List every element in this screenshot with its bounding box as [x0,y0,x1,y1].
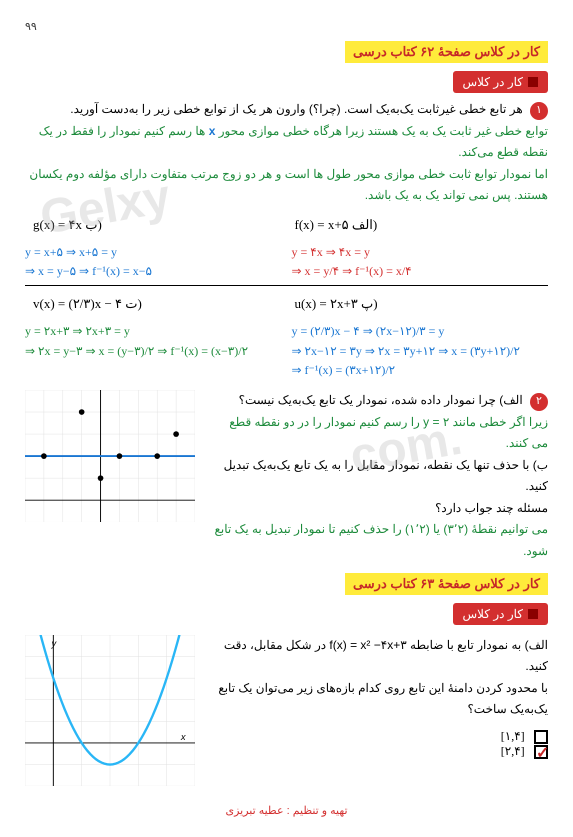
p-work-1: y = ۲x+۳ ⇒ ۲x+۳ = y [25,322,282,341]
title-2: کار در کلاس صفحهٔ ۶۳ کتاب درسی [25,573,548,595]
formula-b: g(x) = ۴x ب) [25,217,287,233]
q1-answer-2: اما نمودار توابع ثابت خطی موازی محور طول… [25,164,548,207]
q2-b: ب) با حذف تنها یک نقطه، نمودار مقابل را … [210,455,548,498]
work-row-1: y = ۴x ⇒ ۴x = y ⇒ x = y/۴ ⇒ f⁻¹(x) = x/۴… [25,243,548,281]
svg-text:y: y [50,638,57,649]
option-2: [۲,۴] [210,744,548,759]
q2-alef-ans: زیرا اگر خطی مانند y = ۲ را رسم کنیم نمو… [210,412,548,455]
title-1: کار در کلاس صفحهٔ ۶۲ کتاب درسی [25,41,548,63]
formula-alef: f(x) = x+۵ الف) [287,217,549,233]
question-3-row: الف) به نمودار تابع با ضابطه f(x) = x² −… [25,635,548,789]
scatter-graph [25,390,195,522]
checkbox-checked-icon [534,745,548,759]
question-2-row: ۲ الف) چرا نمودار داده شده، نمودار یک تا… [25,390,548,563]
q1-answer-1: توابع خطی غیر ثابت یک به یک هستند زیرا ه… [25,121,548,164]
alef-work-2: ⇒ x = y−۵ ⇒ f⁻¹(x) = x−۵ [25,262,282,281]
question-1: ۱ هر تابع خطی غیرثابت یک‌به‌یک است. (چرا… [25,99,548,121]
formula-t: v(x) = (۲/۳)x − ۴ ت) [25,296,287,312]
footer: تهیه و تنظیم : عطیه تبریزی [25,804,548,817]
b-work2: ⇒ x = y/۴ ⇒ f⁻¹(x) = x/۴ [292,262,549,281]
q2-number: ۲ [530,393,548,411]
q2-alef: ۲ الف) چرا نمودار داده شده، نمودار یک تا… [210,390,548,412]
b-work: y = ۴x ⇒ ۴x = y [292,243,549,262]
q1-number: ۱ [530,102,548,120]
q3-q: با محدود کردن دامنهٔ این تابع روی کدام ب… [210,678,548,721]
section-label-2: کار در کلاس [25,603,548,625]
parabola-graph: yx [25,635,195,786]
interval-options: [۱,۴] [۲,۴] [210,729,548,759]
alef-work-1: y = x+۵ ⇒ x+۵ = y [25,243,282,262]
work-row-2: y = (۲/۳)x − ۴ ⇒ (۲x−۱۲)/۳ = y ⇒ ۲x−۱۲ =… [25,322,548,380]
formula-p: u(x) = ۲x+۳ پ) [287,296,549,312]
t-work: y = (۲/۳)x − ۴ ⇒ (۲x−۱۲)/۳ = y [292,322,549,341]
svg-text:x: x [180,732,186,743]
q3-alef: الف) به نمودار تابع با ضابطه f(x) = x² −… [210,635,548,678]
page-number: ۹۹ [25,20,548,33]
divider [25,285,548,286]
formula-row-2: v(x) = (۲/۳)x − ۴ ت) u(x) = ۲x+۳ پ) [25,296,548,312]
q2-b-q: مسئله چند جواب دارد؟ [210,498,548,520]
p-work-2: ⇒ ۲x = y−۳ ⇒ x = (y−۳)/۲ ⇒ f⁻¹(x) = (x−۳… [25,342,282,361]
q2-b-ans: می توانیم نقطهٔ (۳٬۲) یا (۱٬۲) را حذف کن… [210,519,548,562]
formula-row-1: g(x) = ۴x ب) f(x) = x+۵ الف) [25,217,548,233]
section-label: کار در کلاس [25,71,548,93]
